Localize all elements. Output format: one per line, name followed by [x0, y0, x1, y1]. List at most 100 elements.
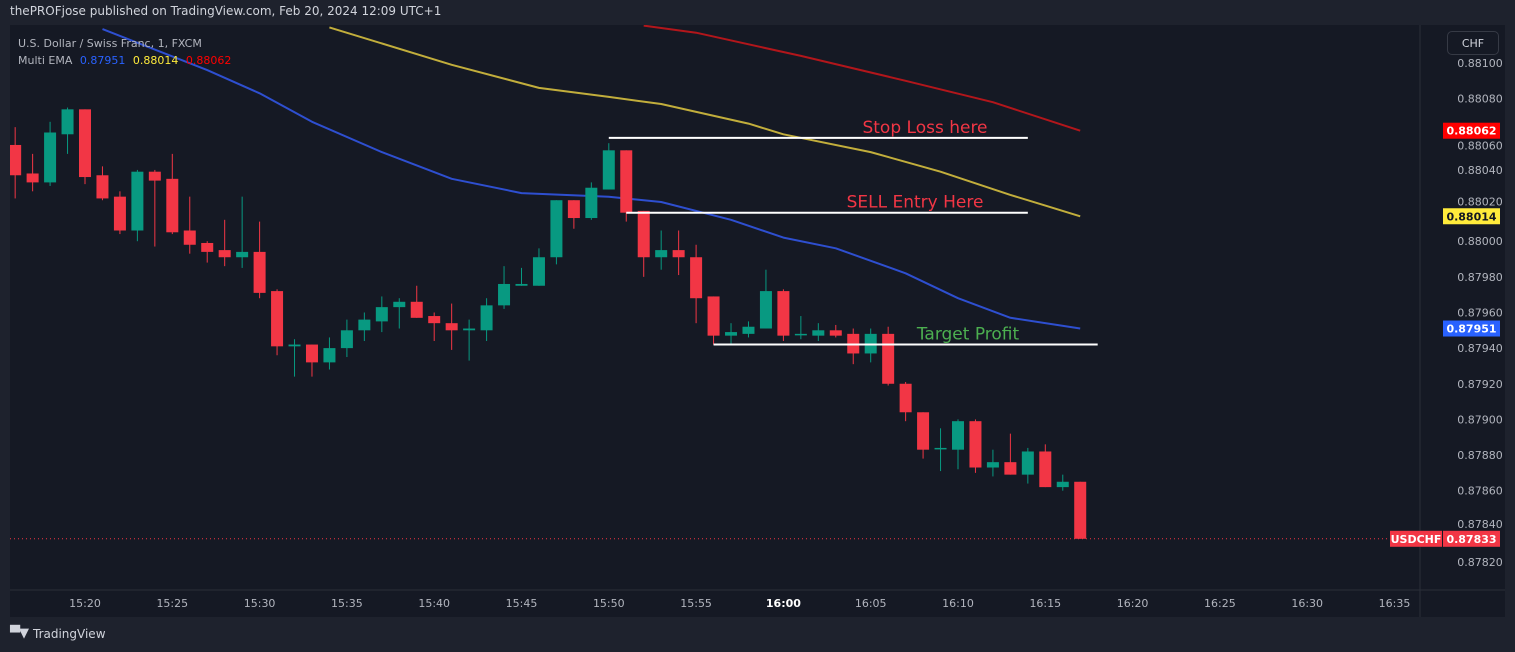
candle-up [742, 326, 755, 334]
symbol-title[interactable]: U.S. Dollar / Swiss Franc, 1, FXCM [18, 37, 202, 50]
ema-line-1 [329, 26, 1081, 218]
candle-up [480, 305, 493, 331]
candle-up [585, 187, 598, 219]
candle-up [986, 462, 999, 468]
price-tick-label: 0.87880 [1457, 449, 1503, 462]
price-tick-label: 0.88100 [1457, 57, 1503, 70]
candle-up [952, 421, 964, 450]
last-price-badge-label: 0.87833 [1446, 533, 1496, 546]
price-tick-label: 0.87960 [1457, 306, 1503, 319]
price-tick-label: 0.87920 [1457, 378, 1503, 391]
time-tick-label: 15:50 [593, 597, 625, 610]
candle-down [26, 173, 39, 183]
ema-slow-price-badge-label: 0.88062 [1446, 125, 1496, 138]
time-tick-label: 16:30 [1291, 597, 1323, 610]
candle-up [131, 171, 144, 231]
candle-up [498, 283, 511, 306]
ema-fast-price-badge-label: 0.87951 [1446, 323, 1496, 336]
candle-down [113, 196, 126, 231]
candle-up [515, 283, 528, 286]
candle-down [445, 323, 458, 331]
brand-name[interactable]: TradingView [33, 626, 106, 641]
candle-up [934, 447, 947, 450]
candle-down [218, 250, 231, 258]
candle-down [201, 242, 214, 252]
ema-fast-value: 0.87951 [79, 54, 126, 67]
candle-down [1074, 481, 1087, 539]
candle-up [759, 291, 772, 329]
tradingview-logo-icon[interactable]: ▀▼ [10, 626, 29, 641]
time-tick-label: 16:10 [942, 597, 974, 610]
candle-down [183, 230, 196, 245]
candle-down [777, 291, 790, 336]
time-tick-label: 15:55 [680, 597, 712, 610]
candle-up [463, 328, 476, 331]
time-tick-label: 15:40 [418, 597, 450, 610]
candle-down [882, 333, 895, 384]
footer: ▀▼ TradingView [10, 626, 106, 641]
candle-down [96, 175, 109, 199]
candle-down [79, 109, 91, 178]
candle-down [917, 412, 930, 450]
time-tick-label: 15:35 [331, 597, 363, 610]
candle-up [550, 200, 563, 258]
candle-down [637, 210, 650, 258]
candle-down [829, 330, 842, 336]
price-tick-label: 0.87860 [1457, 485, 1503, 498]
candle-down [253, 251, 266, 293]
candle-down [672, 250, 685, 258]
candle-down [620, 150, 633, 213]
ema-mid-price-badge [1443, 208, 1500, 225]
candle-up [1021, 451, 1034, 475]
time-tick-label: 16:20 [1117, 597, 1149, 610]
candle-down [271, 291, 284, 347]
annotation-label: Target Profit [916, 325, 1020, 345]
symbol-badge [1390, 530, 1442, 547]
price-tick-label: 0.87940 [1457, 342, 1503, 355]
candle-up [288, 344, 301, 347]
price-tick-label: 0.88040 [1457, 164, 1503, 177]
price-tick-label: 0.87980 [1457, 271, 1503, 284]
indicator-name: Multi EMA [18, 54, 73, 67]
time-tick-label: 16:00 [766, 597, 801, 610]
time-tick-label: 15:45 [506, 597, 538, 610]
candle-up [358, 319, 371, 331]
plot-area[interactable]: Stop Loss here SELL Entry Here Target Prof… [9, 25, 1420, 540]
chart-legend: U.S. Dollar / Swiss Franc, 1, FXCM Multi… [18, 35, 235, 69]
time-tick-label: 16:25 [1204, 597, 1236, 610]
candle-up [725, 332, 738, 336]
annotation-label: SELL Entry Here [847, 193, 984, 213]
price-tick-label: 0.88060 [1457, 140, 1503, 153]
candle-down [10, 144, 22, 176]
price-tick-label: 0.87900 [1457, 413, 1503, 426]
annotation-label: Stop Loss here [862, 118, 987, 138]
candle-up [236, 251, 249, 258]
price-tick-label: 0.87820 [1457, 556, 1503, 569]
candle-up [375, 307, 388, 322]
indicator-legend[interactable]: Multi EMA 0.87951 0.88014 0.88062 [18, 52, 235, 69]
candle-up [44, 132, 57, 183]
time-tick-label: 15:30 [244, 597, 276, 610]
candle-down [899, 383, 912, 413]
candle-down [1004, 462, 1017, 475]
currency-button[interactable]: CHF [1447, 31, 1499, 55]
candle-down [166, 178, 179, 233]
chart-pane[interactable] [10, 25, 1505, 617]
candle-up [1056, 481, 1069, 488]
ema-line-2 [643, 25, 1081, 132]
candle-up [655, 250, 668, 258]
candle-down [690, 257, 703, 299]
publish-info: thePROFjose published on TradingView.com… [10, 4, 442, 18]
candle-up [794, 333, 807, 336]
candle-down [148, 171, 161, 181]
candle-up [532, 257, 545, 286]
candle-up [340, 330, 353, 349]
price-tick-label: 0.88000 [1457, 235, 1503, 248]
ema-mid-value: 0.88014 [132, 54, 179, 67]
ema-slow-price-badge [1443, 122, 1500, 139]
ema-fast-price-badge [1443, 320, 1500, 337]
price-tick-label: 0.87840 [1457, 518, 1503, 531]
candle-up [323, 348, 336, 363]
candle-up [61, 109, 74, 135]
